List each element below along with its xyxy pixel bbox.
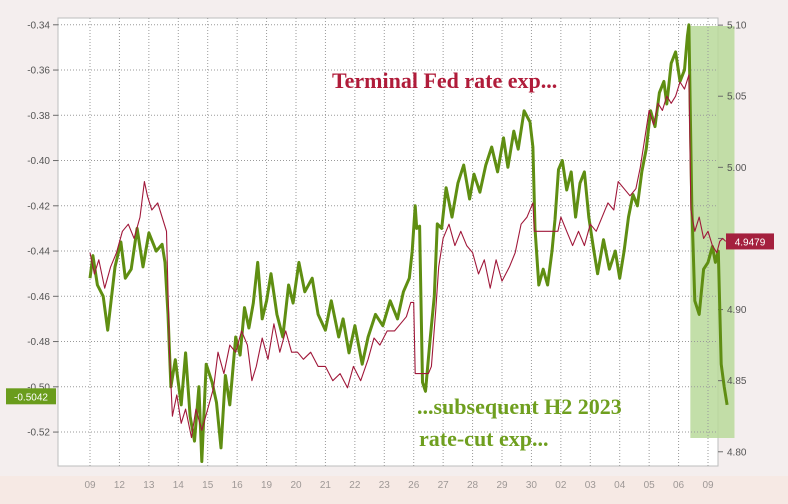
x-tick-label: 20 (290, 480, 302, 491)
left-axis-tick-label: -0.40 (27, 156, 50, 167)
x-tick-label: 09 (84, 480, 96, 491)
right-axis-tick-label: 4.90 (727, 305, 747, 316)
x-tick-label: 09 (702, 480, 714, 491)
left-axis-tick-label: -0.52 (27, 428, 50, 439)
x-tick-label: 14 (173, 480, 185, 491)
right-axis-tick-label: 5.00 (727, 163, 747, 174)
x-tick-label: 16 (232, 480, 244, 491)
left-axis-tick-label: -0.50 (27, 382, 50, 393)
x-tick-label: 29 (496, 480, 508, 491)
x-tick-label: 27 (438, 480, 450, 491)
x-tick-label: 23 (379, 480, 391, 491)
right-axis-tick-label: 4.85 (727, 376, 747, 387)
right-axis-tick-label: 5.05 (727, 92, 747, 103)
highlight-band (690, 26, 735, 438)
left-axis-tick-label: -0.38 (27, 111, 50, 122)
x-tick-label: 28 (467, 480, 479, 491)
x-tick-label: 26 (408, 480, 420, 491)
x-tick-label: 06 (673, 480, 685, 491)
series-line-red (89, 74, 727, 439)
right-axis-tick-label: 4.80 (727, 447, 747, 458)
x-tick-label: 12 (114, 480, 126, 491)
annotation-terminal-fed: Terminal Fed rate exp... (332, 68, 557, 93)
left-axis-tick-label: -0.48 (27, 337, 50, 348)
x-tick-label: 22 (349, 480, 361, 491)
left-axis-tick-label: -0.46 (27, 292, 50, 303)
left-last-value-box (6, 388, 56, 405)
x-tick-label: 05 (644, 480, 656, 491)
plot-area (57, 17, 719, 467)
x-tick-label: 02 (555, 480, 567, 491)
left-axis-tick-label: -0.34 (27, 20, 50, 31)
x-tick-label: 30 (526, 480, 538, 491)
x-tick-label: 21 (320, 480, 332, 491)
right-axis-tick-label: 5.10 (727, 21, 747, 32)
left-axis-tick-label: -0.44 (27, 247, 50, 258)
left-last-value-label: -0.5042 (14, 392, 48, 403)
x-tick-label: 03 (585, 480, 597, 491)
annotation-rate-cut: rate-cut exp... (419, 426, 549, 451)
x-tick-label: 15 (202, 480, 214, 491)
left-axis-tick-label: -0.36 (27, 66, 50, 77)
x-tick-label: 19 (261, 480, 273, 491)
x-tick-label: 13 (143, 480, 155, 491)
x-tick-label: 04 (614, 480, 626, 491)
annotation-subsequent-h2: ...subsequent H2 2023 (417, 394, 622, 419)
bottom-strip (0, 476, 788, 504)
right-last-value-label: 4.9479 (735, 237, 766, 248)
left-axis-tick-label: -0.42 (27, 201, 50, 212)
right-last-value-box (726, 233, 774, 250)
